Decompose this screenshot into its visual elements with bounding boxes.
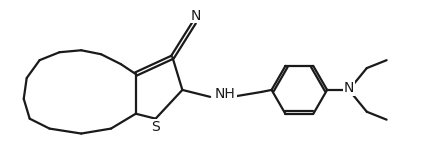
Text: NH: NH — [215, 87, 236, 101]
Text: S: S — [151, 120, 160, 134]
Text: N: N — [191, 9, 202, 23]
Text: N: N — [344, 81, 354, 95]
